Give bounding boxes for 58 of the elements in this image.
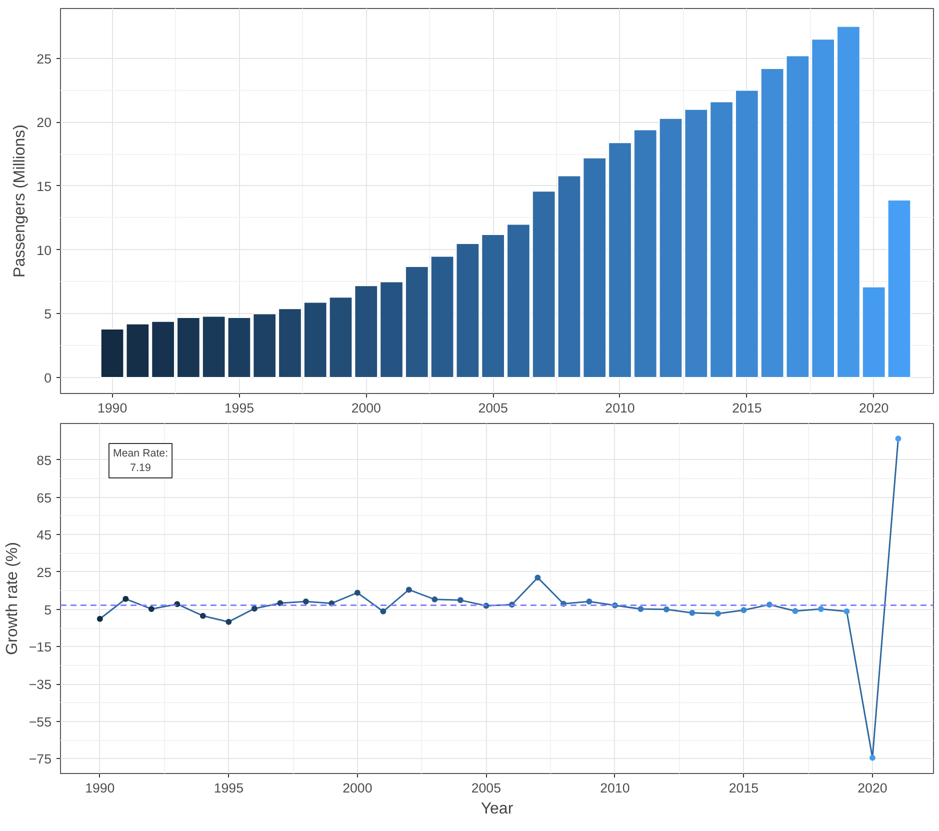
y-tick-label: 15 bbox=[36, 178, 52, 194]
y-tick-label: 45 bbox=[36, 528, 52, 543]
point bbox=[844, 608, 850, 614]
point bbox=[689, 610, 696, 616]
point bbox=[457, 597, 464, 604]
point bbox=[586, 598, 592, 604]
annotation: Mean Rate: 7.19 bbox=[112, 448, 168, 474]
y-tick-label: −55 bbox=[28, 714, 52, 730]
y-tick-label: 20 bbox=[36, 115, 52, 130]
y-tick-label: 25 bbox=[36, 564, 52, 580]
y-tick-label: 5 bbox=[44, 306, 52, 322]
x-tick-label: 2010 bbox=[600, 780, 630, 796]
point bbox=[96, 616, 103, 622]
point bbox=[122, 596, 129, 602]
y-tick-label: −35 bbox=[28, 677, 52, 692]
point bbox=[818, 606, 824, 612]
point bbox=[354, 590, 360, 596]
y-tick-label: −75 bbox=[28, 752, 52, 767]
point bbox=[663, 606, 670, 612]
point bbox=[714, 610, 721, 617]
x-tick-label: 2015 bbox=[728, 780, 759, 796]
point bbox=[895, 436, 902, 442]
point bbox=[277, 600, 284, 606]
x-tick-label: 2000 bbox=[342, 780, 372, 796]
y-axis-title: Passengers (Millions) bbox=[12, 124, 29, 278]
point bbox=[792, 608, 798, 614]
x-tick-label: 2005 bbox=[471, 780, 502, 796]
x-tick-label: 2010 bbox=[605, 400, 635, 416]
point bbox=[380, 608, 386, 614]
y-tick-label: 25 bbox=[36, 51, 52, 66]
x-tick-label: 1990 bbox=[97, 400, 128, 416]
y-tick-label: 10 bbox=[36, 242, 52, 258]
y-tick-label: 0 bbox=[44, 370, 52, 386]
x-tick-label: 2000 bbox=[351, 400, 381, 416]
x-tick-label: 2005 bbox=[478, 400, 508, 416]
point bbox=[432, 596, 438, 602]
point bbox=[869, 754, 876, 761]
x-tick-label: 2020 bbox=[859, 400, 889, 416]
y-tick-label: 85 bbox=[36, 452, 52, 468]
point bbox=[740, 607, 747, 614]
point bbox=[638, 606, 644, 612]
x-tick-label: 2015 bbox=[732, 400, 762, 416]
x-tick-label: 1995 bbox=[224, 400, 254, 416]
point bbox=[148, 606, 154, 612]
y-tick-label: −15 bbox=[28, 640, 52, 655]
x-tick-label: 1990 bbox=[85, 780, 115, 796]
x-tick-label: 1995 bbox=[214, 780, 244, 796]
point bbox=[406, 586, 412, 593]
y-tick-label: 65 bbox=[36, 490, 52, 506]
x-axis-title: Year bbox=[480, 800, 514, 818]
point bbox=[534, 574, 541, 581]
point bbox=[200, 612, 206, 619]
y-tick-label: 5 bbox=[44, 602, 52, 618]
x-tick-label: 2020 bbox=[858, 780, 888, 796]
point bbox=[302, 598, 309, 604]
point bbox=[226, 618, 232, 625]
y-axis-title: Growth rate (%) bbox=[4, 542, 21, 655]
point bbox=[251, 606, 258, 612]
